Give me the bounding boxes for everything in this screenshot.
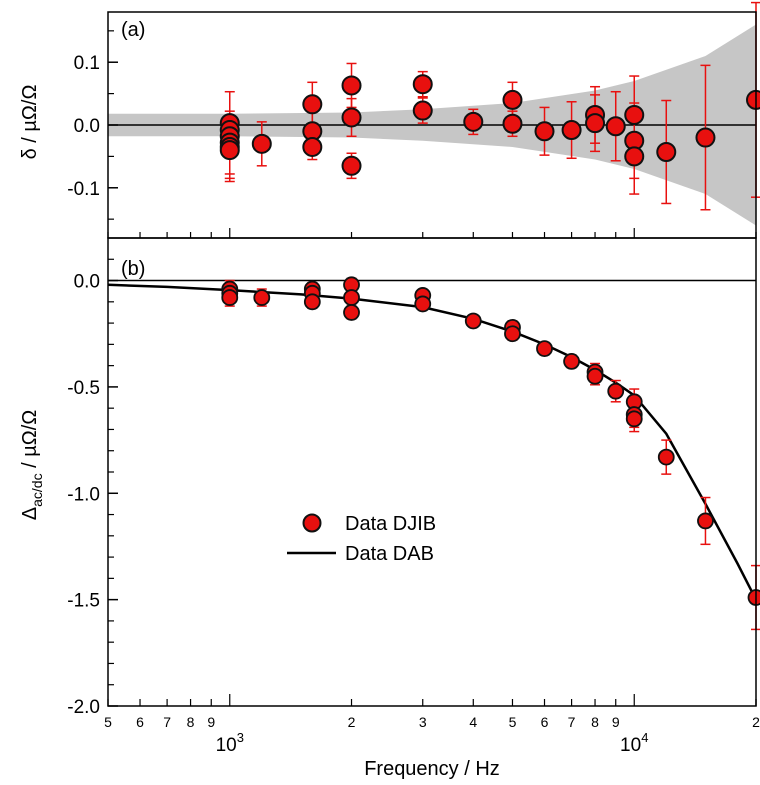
data-point <box>341 75 362 96</box>
x-minor-tick-label: 2 <box>348 714 356 730</box>
x-minor-tick-label: 8 <box>187 714 195 730</box>
legend-label-djib: Data DJIB <box>345 513 436 535</box>
data-points-a <box>219 74 760 176</box>
x-decade-tick-label: 103 <box>216 730 244 756</box>
data-point <box>534 121 555 142</box>
legend-marker-djib <box>302 513 322 533</box>
x-minor-tick-label: 6 <box>136 714 144 730</box>
x-minor-tick-label: 7 <box>163 714 171 730</box>
data-point <box>605 116 626 137</box>
data-point <box>464 312 482 330</box>
data-point <box>343 304 360 321</box>
error-bars-b <box>224 277 760 631</box>
x-axis-label: Frequency / Hz <box>364 758 500 780</box>
x-minor-tick-label: 4 <box>469 714 477 730</box>
x-minor-tick-label: 8 <box>591 714 599 730</box>
y-tick-label: -1.0 <box>67 484 100 505</box>
panel-label-b: (b) <box>121 258 145 280</box>
x-minor-tick-label: 6 <box>541 714 549 730</box>
x-minor-tick-label: 3 <box>419 714 427 730</box>
data-point <box>747 589 760 606</box>
y-ticks-b: 0.0 -0.5 -1.0 -1.5 -2.0 <box>67 258 118 718</box>
data-point <box>624 104 645 125</box>
x-decade-tick-label: 104 <box>620 730 648 756</box>
data-point <box>341 155 362 176</box>
y-tick-label: 0.1 <box>74 53 100 74</box>
x-minor-tick-label: 5 <box>104 714 112 730</box>
data-point <box>746 89 760 110</box>
data-point <box>502 89 523 110</box>
y-tick-label: -0.1 <box>67 179 100 200</box>
x-minor-tick-label: 2 <box>752 714 760 730</box>
x-minor-tick-label: 5 <box>509 714 517 730</box>
data-point <box>563 352 580 370</box>
data-point <box>302 94 323 115</box>
data-point <box>561 120 582 141</box>
y-tick-label: 0.0 <box>74 116 100 137</box>
data-point <box>219 140 240 161</box>
y-axis-label-b: Δac/dc / µΩ/Ω <box>19 410 45 521</box>
data-point <box>463 111 484 132</box>
data-point <box>412 100 433 121</box>
data-point <box>253 289 271 306</box>
y-tick-label: -1.5 <box>67 591 100 612</box>
data-point <box>536 340 553 358</box>
legend: Data DJIB Data DAB <box>287 513 436 565</box>
panel-label-a: (a) <box>121 19 145 41</box>
data-point <box>625 410 643 428</box>
data-point <box>624 146 645 167</box>
data-point <box>251 133 272 154</box>
data-point <box>656 141 677 162</box>
data-point <box>302 136 323 157</box>
data-point <box>607 382 625 400</box>
x-minor-tick-label: 9 <box>207 714 215 730</box>
data-point <box>221 289 239 306</box>
data-point <box>341 107 362 128</box>
data-point <box>695 127 716 148</box>
y-tick-label: 0.0 <box>74 272 100 293</box>
data-point <box>697 512 714 530</box>
x-minor-tick-label: 7 <box>568 714 576 730</box>
x-minor-tick-label: 9 <box>612 714 620 730</box>
legend-label-dab: Data DAB <box>345 543 434 565</box>
data-point <box>502 113 523 134</box>
data-point <box>504 325 521 343</box>
data-point <box>586 367 604 385</box>
data-points-b <box>221 276 760 606</box>
x-ticks-a <box>107 228 757 238</box>
y-tick-label: -0.5 <box>67 378 100 399</box>
data-point <box>303 293 321 311</box>
y-tick-label: -2.0 <box>67 697 100 718</box>
data-point <box>585 113 606 134</box>
data-point <box>657 448 675 466</box>
y-ticks-a: 0.1 0.0 -0.1 <box>67 30 118 220</box>
data-point <box>412 74 433 95</box>
data-point <box>414 295 432 313</box>
panel-a: 0.1 0.0 -0.1 (a) δ / µΩ/Ω <box>19 1 760 239</box>
data-point <box>343 289 360 306</box>
y-axis-label-a: δ / µΩ/Ω <box>19 85 41 160</box>
